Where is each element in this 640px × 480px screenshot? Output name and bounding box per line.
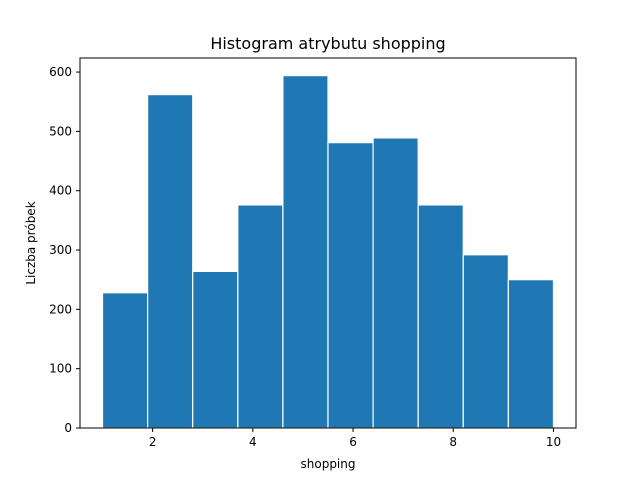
x-tick-label: 6 xyxy=(349,435,357,449)
x-axis-ticks: 2 4 6 8 10 xyxy=(149,428,561,449)
histogram-bar xyxy=(507,279,555,429)
y-tick-label: 500 xyxy=(49,124,72,138)
histogram-bar xyxy=(372,137,419,429)
x-tick-label: 2 xyxy=(149,435,157,449)
y-axis-label: Liczba próbek xyxy=(24,201,38,284)
bars-group xyxy=(101,75,555,429)
histogram-bar xyxy=(101,292,149,429)
histogram-bar xyxy=(237,204,284,429)
y-tick-label: 200 xyxy=(49,302,72,316)
chart-title: Histogram atrybutu shopping xyxy=(210,34,445,53)
histogram-bar xyxy=(282,75,329,429)
plot-frame xyxy=(79,57,577,429)
y-axis-ticks: 0 100 200 300 400 500 600 xyxy=(49,65,80,435)
y-tick-label: 300 xyxy=(49,243,72,257)
x-tick-label: 4 xyxy=(249,435,257,449)
x-tick-label: 10 xyxy=(546,435,561,449)
x-tick-label: 8 xyxy=(449,435,457,449)
histogram-bar xyxy=(417,204,464,429)
histogram-bar xyxy=(327,142,374,429)
y-tick-label: 600 xyxy=(49,65,72,79)
y-tick-label: 100 xyxy=(49,362,72,376)
x-axis-label: shopping xyxy=(301,457,356,471)
y-tick-label: 0 xyxy=(64,421,72,435)
histogram-bar xyxy=(462,254,509,429)
histogram-bar xyxy=(147,94,194,429)
histogram-bar xyxy=(192,270,239,429)
y-tick-label: 400 xyxy=(49,184,72,198)
